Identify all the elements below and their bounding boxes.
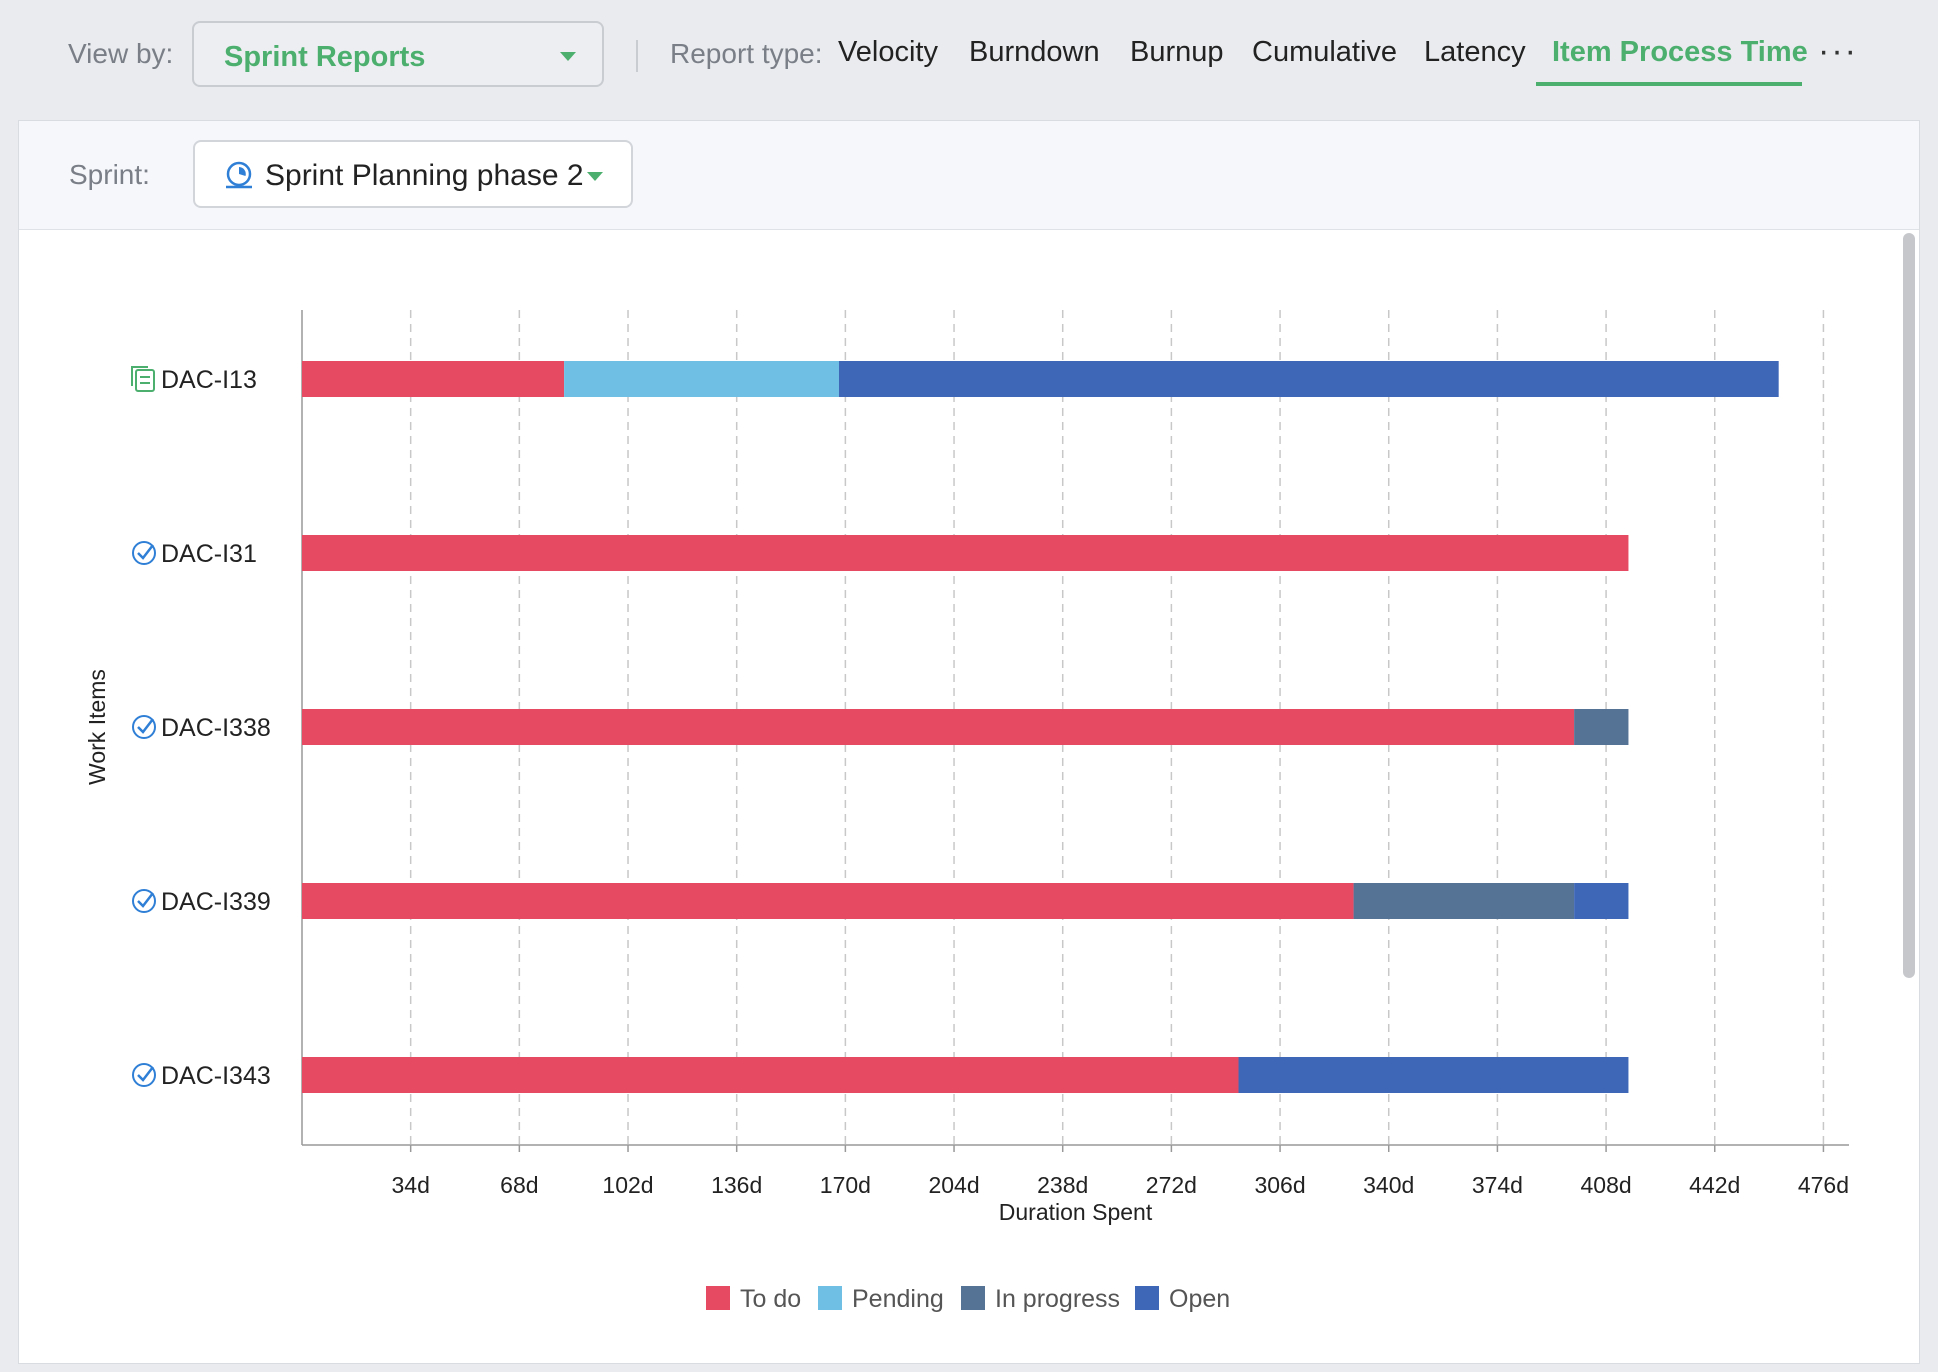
- sprint-value: Sprint Planning phase 2: [265, 159, 584, 192]
- x-tick-label: 170d: [820, 1172, 871, 1198]
- sprint-dropdown[interactable]: Sprint Planning phase 2: [193, 140, 633, 208]
- bar-segment[interactable]: [1574, 709, 1629, 745]
- task-check-icon: [137, 892, 154, 908]
- tab-velocity[interactable]: Velocity: [838, 36, 938, 68]
- legend-label[interactable]: Pending: [852, 1285, 944, 1313]
- bar-segment[interactable]: [1574, 883, 1629, 919]
- y-category-label: DAC-I338: [161, 714, 271, 742]
- x-tick-label: 442d: [1689, 1172, 1740, 1198]
- x-tick-label: 204d: [928, 1172, 979, 1198]
- tab-item-process-time[interactable]: Item Process Time: [1552, 36, 1808, 68]
- x-tick-label: 238d: [1037, 1172, 1088, 1198]
- toolbar-divider: [636, 40, 638, 72]
- report-toolbar: View by: Sprint Reports Report type: Vel…: [0, 0, 1938, 115]
- bar-segment[interactable]: [1238, 1057, 1629, 1093]
- tab-latency[interactable]: Latency: [1424, 36, 1526, 68]
- bar-segment[interactable]: [1353, 883, 1575, 919]
- more-options-icon[interactable]: ···: [1818, 32, 1858, 70]
- legend-label[interactable]: Open: [1169, 1285, 1230, 1313]
- task-check-icon: [132, 715, 156, 739]
- view-by-label: View by:: [68, 38, 174, 69]
- legend-swatch[interactable]: [1135, 1286, 1159, 1310]
- tab-cumulative[interactable]: Cumulative: [1252, 36, 1398, 68]
- chevron-down-icon: [587, 172, 603, 181]
- bar-segment[interactable]: [302, 361, 565, 397]
- bar-segment[interactable]: [302, 883, 1354, 919]
- document-icon: [135, 369, 155, 392]
- x-tick-label: 272d: [1146, 1172, 1197, 1198]
- x-tick-label: 34d: [391, 1172, 429, 1198]
- task-check-icon: [137, 544, 154, 560]
- x-tick-label: 306d: [1254, 1172, 1305, 1198]
- legend-swatch[interactable]: [961, 1286, 985, 1310]
- task-check-icon: [132, 889, 156, 913]
- view-by-value: Sprint Reports: [224, 41, 426, 73]
- report-type-label: Report type:: [670, 38, 823, 69]
- x-tick-label: 102d: [602, 1172, 653, 1198]
- task-check-icon: [137, 718, 154, 734]
- bar-segment[interactable]: [302, 1057, 1239, 1093]
- legend-label[interactable]: In progress: [995, 1285, 1120, 1313]
- y-category-label: DAC-I13: [161, 366, 257, 394]
- sprint-icon: [223, 160, 255, 195]
- legend-label[interactable]: To do: [740, 1285, 801, 1313]
- sprint-label: Sprint:: [69, 159, 150, 190]
- y-category-label: DAC-I339: [161, 888, 271, 916]
- y-category-label: DAC-I31: [161, 540, 257, 568]
- y-axis-title: Work Items: [84, 669, 110, 785]
- view-by-dropdown[interactable]: Sprint Reports: [192, 21, 604, 87]
- bar-segment[interactable]: [302, 709, 1575, 745]
- active-tab-indicator: [1536, 82, 1802, 86]
- vertical-scrollbar[interactable]: [1903, 233, 1915, 978]
- task-check-icon: [132, 1063, 156, 1087]
- legend-swatch[interactable]: [818, 1286, 842, 1310]
- bar-segment[interactable]: [564, 361, 839, 397]
- y-category-label: DAC-I343: [161, 1062, 271, 1090]
- x-tick-label: 408d: [1580, 1172, 1631, 1198]
- bar-segment[interactable]: [302, 535, 1629, 571]
- task-check-icon: [137, 1066, 154, 1082]
- x-tick-label: 340d: [1363, 1172, 1414, 1198]
- x-axis-title: Duration Spent: [999, 1199, 1153, 1225]
- legend-swatch[interactable]: [706, 1286, 730, 1310]
- document-icon: [131, 366, 148, 386]
- x-tick-label: 136d: [711, 1172, 762, 1198]
- task-check-icon: [132, 541, 156, 565]
- bar-segment[interactable]: [838, 361, 1779, 397]
- x-tick-label: 68d: [500, 1172, 538, 1198]
- x-tick-label: 476d: [1798, 1172, 1849, 1198]
- chevron-down-icon: [560, 52, 576, 61]
- document-icon: [140, 376, 150, 384]
- tab-burndown[interactable]: Burndown: [969, 36, 1100, 68]
- x-tick-label: 374d: [1472, 1172, 1523, 1198]
- sprint-filter-bar: Sprint: Sprint Planning phase 2: [19, 121, 1919, 230]
- tab-burnup[interactable]: Burnup: [1130, 36, 1224, 68]
